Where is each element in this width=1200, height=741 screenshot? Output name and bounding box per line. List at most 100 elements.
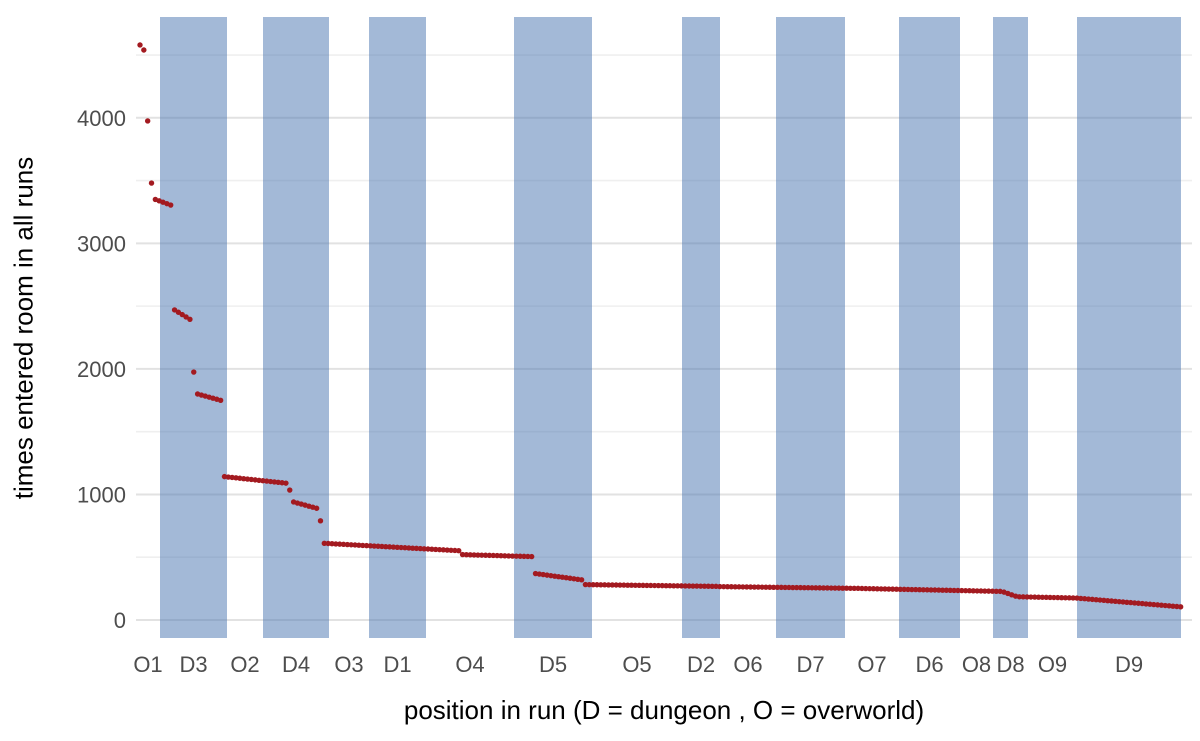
data-point — [1039, 594, 1046, 600]
data-point — [985, 588, 992, 594]
data-point — [417, 545, 424, 552]
data-point — [763, 584, 769, 590]
data-point — [770, 584, 777, 590]
data-point — [1032, 594, 1038, 600]
data-point — [640, 582, 646, 589]
x-tick-label-O7: O7 — [857, 652, 886, 677]
data-point — [682, 583, 688, 589]
data-point — [636, 582, 642, 589]
data-point — [674, 583, 681, 589]
y-tick-label: 1000 — [77, 482, 126, 507]
data-point — [1055, 594, 1061, 601]
data-point — [509, 553, 516, 559]
data-point — [479, 552, 485, 558]
y-tick-label: 4000 — [77, 106, 126, 131]
data-point — [490, 552, 496, 559]
data-point — [505, 553, 512, 559]
data-point — [648, 582, 654, 589]
data-point — [840, 585, 846, 591]
data-point — [813, 585, 819, 591]
data-point — [217, 397, 224, 403]
data-point — [870, 586, 877, 592]
x-tick-label-D4: D4 — [282, 652, 310, 677]
data-point — [709, 583, 715, 590]
dungeon-band-D3 — [160, 17, 227, 638]
data-point — [747, 584, 754, 590]
data-point — [966, 588, 973, 594]
data-point — [148, 180, 155, 186]
x-tick-label-D6: D6 — [915, 652, 943, 677]
data-point — [767, 584, 773, 590]
data-point — [659, 582, 665, 589]
x-tick-label-D9: D9 — [1115, 652, 1143, 677]
data-point — [897, 586, 904, 592]
data-point — [287, 487, 293, 493]
data-point — [859, 585, 865, 592]
data-point — [671, 583, 677, 589]
data-point — [525, 553, 531, 560]
x-tick-label-O5: O5 — [622, 652, 651, 677]
data-point — [644, 582, 650, 589]
data-point — [486, 552, 493, 559]
data-point — [717, 583, 723, 590]
data-point — [705, 583, 712, 589]
data-point — [1062, 595, 1069, 601]
data-point — [916, 586, 923, 593]
dungeon-band-D5 — [514, 17, 592, 638]
data-points — [137, 42, 1184, 610]
data-point — [697, 583, 704, 589]
data-point — [521, 553, 527, 560]
data-point — [402, 545, 408, 551]
data-point — [425, 546, 431, 552]
data-point — [847, 585, 854, 591]
data-point — [713, 583, 719, 590]
data-point — [889, 586, 896, 592]
x-tick-label-D1: D1 — [383, 652, 411, 677]
data-point — [912, 586, 919, 593]
data-point — [686, 583, 692, 589]
data-point — [1070, 595, 1076, 601]
dungeon-bands — [160, 17, 1181, 638]
x-tick-label-O8: O8 — [962, 652, 991, 677]
data-point — [816, 585, 823, 591]
data-point — [947, 587, 953, 594]
data-point — [982, 588, 988, 594]
data-point — [1024, 594, 1030, 600]
data-point — [740, 584, 746, 590]
dungeon-band-D1 — [369, 17, 426, 638]
data-point — [690, 583, 696, 589]
data-point — [1051, 594, 1057, 601]
data-point — [367, 543, 374, 549]
data-point — [325, 540, 331, 547]
data-point — [943, 587, 950, 593]
data-point — [617, 582, 623, 588]
data-point — [970, 588, 976, 594]
data-point — [463, 552, 470, 558]
data-point — [893, 586, 900, 592]
data-point — [601, 582, 608, 588]
data-point — [759, 584, 765, 590]
data-point — [144, 118, 151, 124]
data-point — [598, 582, 604, 588]
data-point — [448, 547, 454, 553]
x-axis-title: position in run (D = dungeon , O = overw… — [403, 695, 925, 725]
data-point — [605, 582, 612, 588]
data-point — [724, 584, 731, 590]
data-point — [920, 587, 927, 593]
data-point — [801, 584, 808, 591]
x-tick-label-O6: O6 — [733, 652, 762, 677]
dungeon-band-D6 — [899, 17, 960, 638]
data-point — [790, 584, 796, 591]
data-point — [356, 542, 362, 548]
data-point — [989, 588, 996, 594]
data-point — [371, 543, 377, 549]
data-point — [348, 542, 354, 548]
data-point — [828, 585, 834, 591]
data-point — [313, 505, 320, 511]
data-point — [586, 581, 592, 588]
data-point — [452, 547, 458, 554]
data-point — [502, 553, 508, 559]
y-axis-title: times entered room in all runs — [8, 156, 39, 500]
